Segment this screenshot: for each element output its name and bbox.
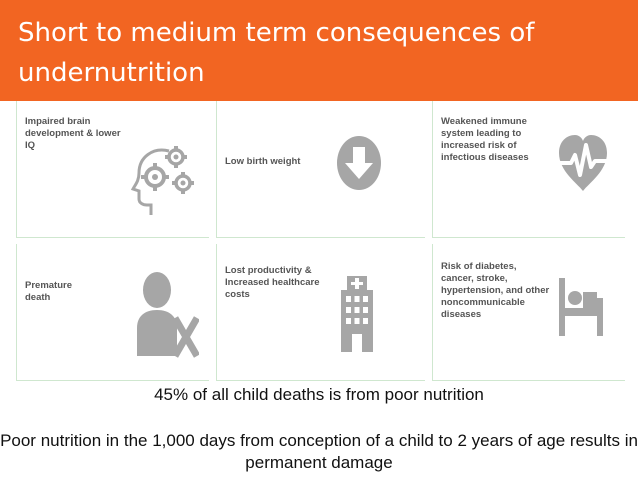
card-premature-death: Premature death [16, 244, 209, 381]
card-label: Low birth weight [225, 156, 301, 167]
card-brain-development: Impaired brain development & lower IQ [16, 101, 209, 238]
card-low-birth-weight: Low birth weight [216, 101, 425, 238]
permanent-damage-statement: Poor nutrition in the 1,000 days from co… [0, 431, 638, 472]
card-label: Risk of diabetes, cancer, stroke, hypert… [441, 261, 550, 320]
hospital-building-icon [339, 274, 375, 354]
slide-title: Short to medium term consequences of und… [18, 18, 535, 88]
card-noncommunicable-diseases: Risk of diabetes, cancer, stroke, hypert… [432, 244, 625, 381]
card-productivity: Lost productivity & Increased healthcare… [216, 244, 425, 381]
card-label: Premature death [25, 280, 72, 303]
card-label: Lost productivity & Increased healthcare… [225, 265, 320, 300]
title-bar: Short to medium term consequences of und… [0, 0, 638, 101]
card-label: Impaired brain development & lower IQ [25, 116, 121, 151]
card-label: Weakened immune system leading to increa… [441, 116, 529, 163]
person-x-icon [135, 270, 201, 360]
hospital-bed-icon [557, 276, 605, 338]
card-immune-system: Weakened immune system leading to increa… [432, 101, 625, 238]
down-arrow-circle-icon [335, 131, 383, 195]
brain-gears-icon [129, 141, 199, 217]
heart-pulse-icon [555, 131, 611, 197]
child-deaths-statement: 45% of all child deaths is from poor nut… [154, 385, 484, 404]
